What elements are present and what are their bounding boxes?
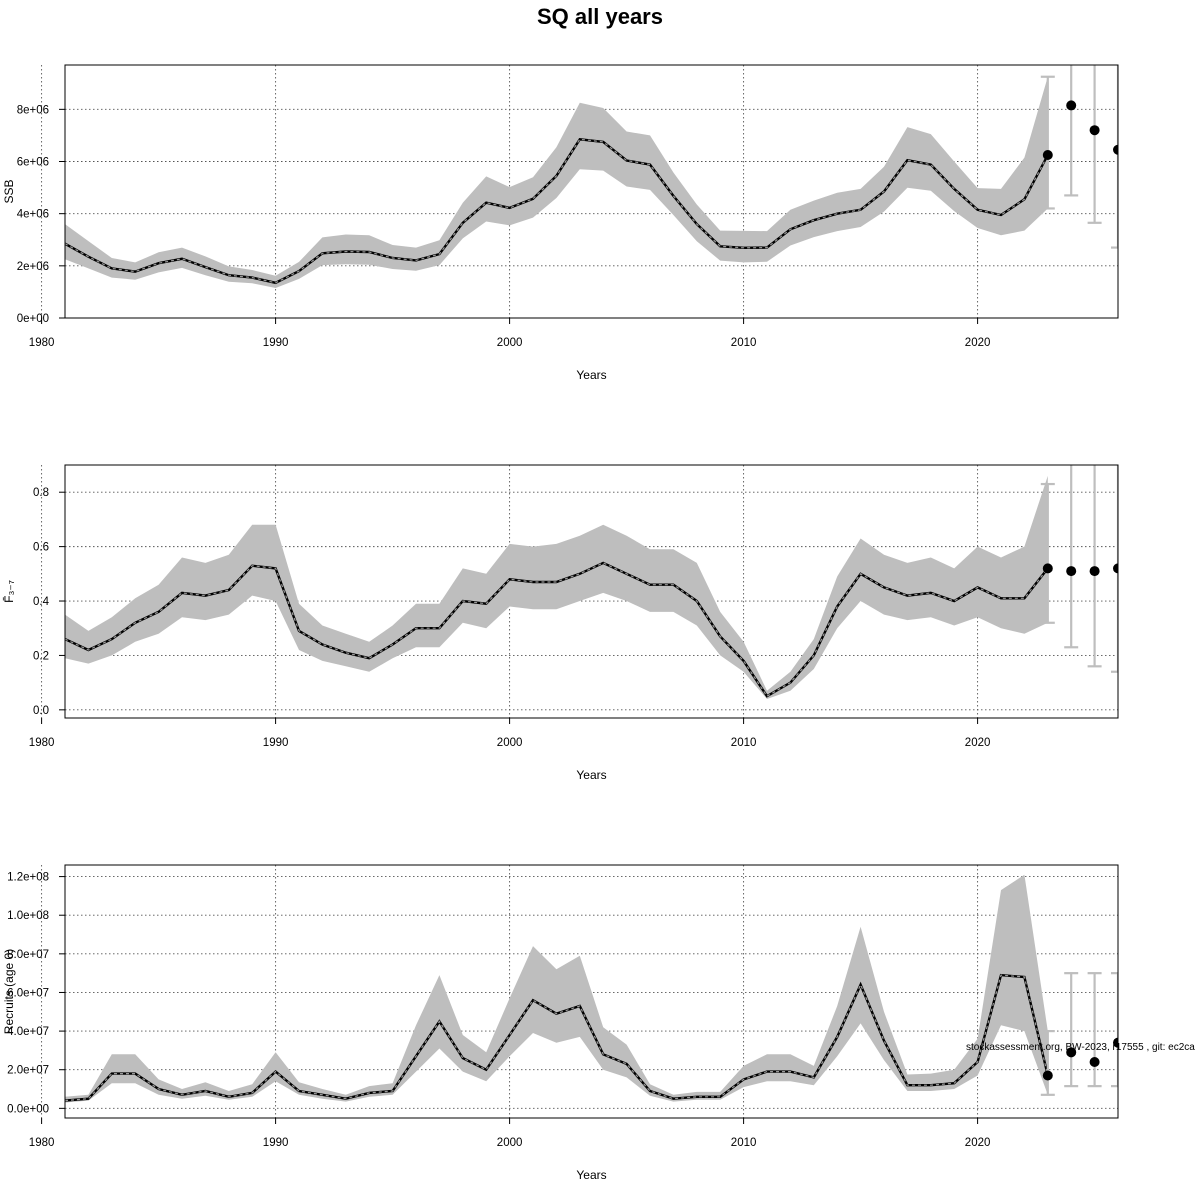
plot-area (65, 465, 1118, 699)
y-tick-label: 0.2 (33, 650, 49, 662)
forecast-point (1042, 149, 1053, 160)
forecast-point (1089, 566, 1100, 577)
x-tick-label: 2010 (731, 737, 757, 749)
y-tick-label: 6.0e+07 (7, 987, 49, 999)
y-tick-label: 6e+06 (17, 157, 49, 169)
y-tick-label: 0.4 (33, 596, 50, 608)
x-axis-label: Years (576, 768, 606, 782)
y-tick-label: 1.2e+08 (7, 872, 49, 884)
x-tick-label: 1990 (263, 337, 289, 349)
forecast-point (1042, 563, 1053, 574)
plot-frame (64, 464, 1119, 719)
confidence-band (65, 475, 1048, 699)
panel-2: 1980 1990 2000 2010 2020 0.0 0.2 0.4 0.6 0.8 Years… (2, 464, 1119, 782)
x-tick-label: 2000 (497, 1137, 523, 1149)
x-tick-label: 1980 (29, 1137, 55, 1149)
x-axis-label: Years (576, 368, 606, 382)
forecast-point (1066, 100, 1077, 111)
y-tick-label: 0.8 (33, 487, 49, 499)
plot-frame (64, 64, 1119, 319)
estimate-line-dash (65, 562, 1049, 698)
confidence-band (65, 76, 1048, 288)
y-tick-label: 2.0e+07 (7, 1065, 49, 1077)
forecast-point (1066, 1047, 1077, 1058)
x-tick-label: 2020 (965, 1137, 991, 1149)
x-tick-label: 1980 (29, 337, 55, 349)
y-axis-label: SSB (2, 179, 16, 203)
forecast-point (1089, 1056, 1100, 1067)
forecast-point (1113, 563, 1118, 574)
y-tick-label: 0.0 (33, 705, 49, 717)
forecast-point (1089, 125, 1100, 136)
confidence-band (65, 874, 1048, 1103)
x-tick-label: 1980 (29, 737, 55, 749)
y-tick-label: 8e+06 (17, 104, 49, 116)
x-tick-label: 1990 (263, 1137, 289, 1149)
y-tick-label: 4e+06 (17, 209, 49, 221)
x-tick-label: 2000 (497, 337, 523, 349)
y-tick-label: 4.0e+07 (7, 1026, 49, 1038)
panel-3: 1980 1990 2000 2010 2020 0.0e+00 2.0e+07 4.0e+0… (2, 864, 1119, 1182)
x-tick-label: 2020 (965, 337, 991, 349)
y-axis-label: Recruits (age 0) (2, 949, 16, 1034)
forecast-point (1042, 1070, 1053, 1081)
y-tick-label: 2e+06 (17, 261, 49, 273)
panel-1: 1980 1990 2000 2010 2020 0e+00 2e+06 4e+06 6e+06… (2, 64, 1119, 382)
x-tick-label: 2000 (497, 737, 523, 749)
page-title: SQ all years (537, 4, 663, 29)
panels: 1980 1990 2000 2010 2020 0e+00 2e+06 4e+06 6e+06… (2, 64, 1119, 1182)
y-axis-label: F̄₃₋₇ (2, 580, 16, 603)
x-axis-label: Years (576, 1168, 606, 1182)
plot-frame (64, 864, 1119, 1119)
y-tick-label: 0e+00 (17, 313, 49, 325)
plot-area (65, 874, 1118, 1103)
footnote: stockassessment.org, BW-2023, r17555 , g… (966, 1042, 1195, 1053)
x-tick-label: 2010 (731, 337, 757, 349)
y-tick-label: 0.6 (33, 542, 49, 554)
plot-area (65, 65, 1118, 288)
forecast-point (1113, 144, 1118, 155)
y-tick-label: 0.0e+00 (7, 1103, 49, 1115)
estimate-line-dash (65, 974, 1049, 1102)
x-tick-label: 2020 (965, 737, 991, 749)
estimate-line-dash (65, 138, 1049, 284)
y-tick-label: 8.0e+07 (7, 949, 49, 961)
x-tick-label: 2010 (731, 1137, 757, 1149)
y-tick-label: 1.0e+08 (7, 910, 49, 922)
forecast-point (1113, 1037, 1118, 1048)
forecast-point (1066, 566, 1077, 577)
x-tick-label: 1990 (263, 737, 289, 749)
